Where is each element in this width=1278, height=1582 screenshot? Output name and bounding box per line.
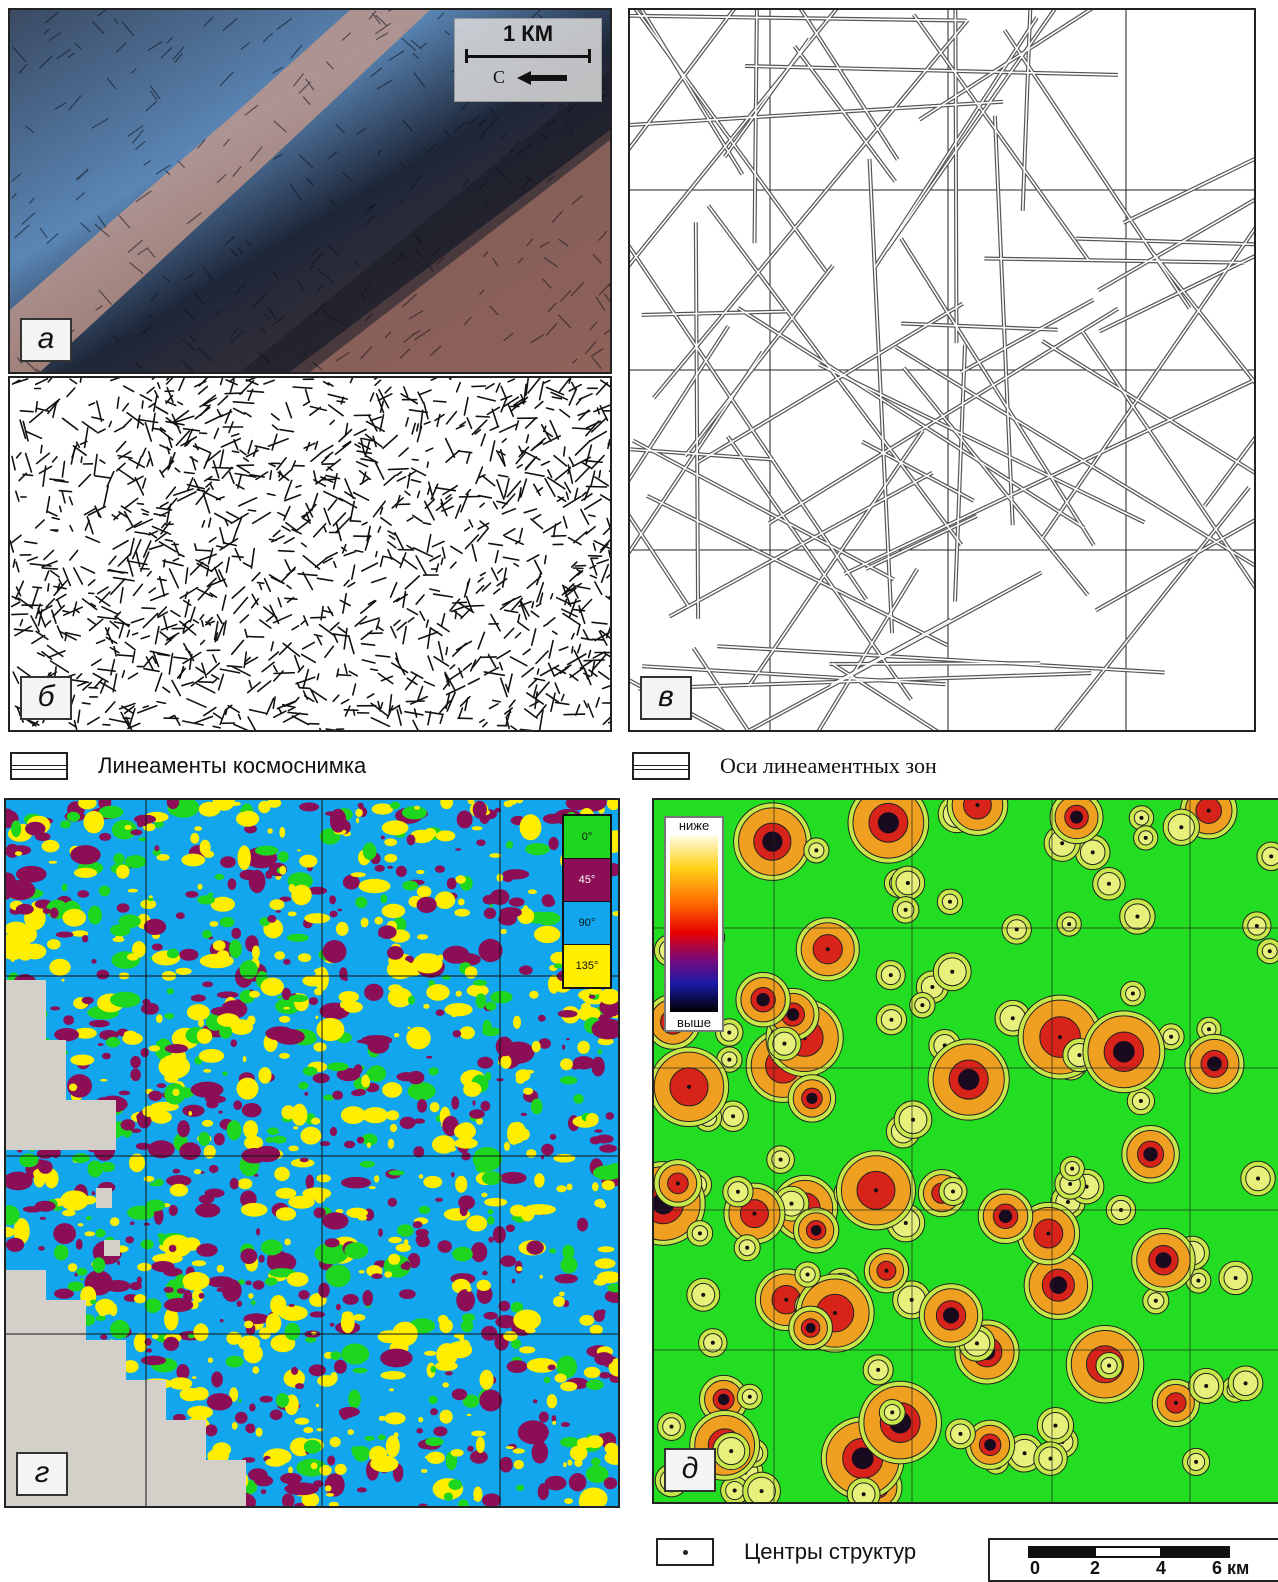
panel-label-a: а bbox=[20, 318, 72, 362]
density-map bbox=[654, 800, 1278, 1502]
orientation-map-panel: 0° 45° 90° 135° г bbox=[4, 798, 620, 1508]
scale-bar-km: 0 2 4 6 км bbox=[988, 1538, 1278, 1582]
panel-label-d: д bbox=[664, 1448, 716, 1492]
legend-centers: Центры структур bbox=[656, 1538, 916, 1566]
panel-label-v: в bbox=[640, 676, 692, 720]
gradient-bottom-label: выше bbox=[677, 1015, 711, 1030]
key-90: 90° bbox=[564, 902, 610, 945]
lineament-map bbox=[10, 378, 610, 730]
panel-label-g: г bbox=[16, 1452, 68, 1496]
key-0: 0° bbox=[564, 816, 610, 859]
center-point-symbol bbox=[656, 1538, 714, 1566]
legend-lineaments-label: Линеаменты космоснимка bbox=[98, 753, 367, 778]
scale-label: 1 КМ bbox=[502, 21, 554, 46]
legend-zone-axes-label: Оси линеаментных зон bbox=[720, 753, 937, 778]
orientation-map bbox=[6, 800, 618, 1506]
zone-axis-symbol bbox=[632, 752, 690, 780]
north-label: С bbox=[493, 67, 506, 87]
satellite-image-panel: 1 КМ С а bbox=[8, 8, 612, 374]
legend-lineaments: Линеаменты космоснимка bbox=[10, 752, 366, 780]
orientation-key: 0° 45° 90° 135° bbox=[562, 814, 612, 989]
zone-axes-map bbox=[630, 10, 1254, 730]
lineament-symbol bbox=[10, 752, 68, 780]
gradient-top-label: ниже bbox=[678, 818, 710, 833]
legend-centers-label: Центры структур bbox=[744, 1539, 917, 1564]
key-45: 45° bbox=[564, 859, 610, 902]
scale-bar: 1 КМ С bbox=[454, 18, 602, 102]
north-arrow-icon bbox=[517, 71, 567, 85]
lineaments-panel: б bbox=[8, 376, 612, 732]
nodata-area bbox=[6, 980, 246, 1506]
scale-tick-2: 2 bbox=[1090, 1558, 1101, 1578]
legend-zone-axes: Оси линеаментных зон bbox=[632, 752, 937, 780]
density-map-panel: ниже выше д bbox=[652, 798, 1278, 1504]
scale-tick-0: 0 bbox=[1030, 1558, 1041, 1578]
scale-tick-4: 4 bbox=[1156, 1558, 1167, 1578]
density-gradient-key: ниже выше bbox=[664, 816, 724, 1032]
key-135: 135° bbox=[564, 945, 610, 987]
panel-label-b: б bbox=[20, 676, 72, 720]
scale-tick-6: 6 км bbox=[1212, 1558, 1250, 1578]
zone-axes-panel: в bbox=[628, 8, 1256, 732]
